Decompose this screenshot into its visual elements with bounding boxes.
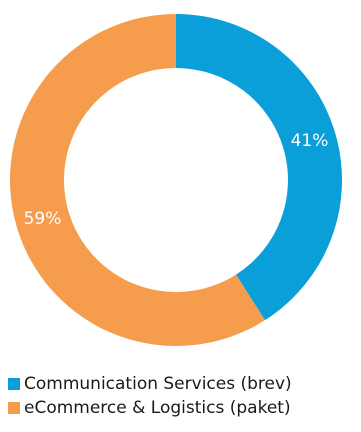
slice-ecommerce-logistics xyxy=(9,14,265,346)
slice-label-ecommerce-logistics: 59% xyxy=(24,209,62,229)
legend-swatch-communication-services xyxy=(8,378,20,390)
donut-chart: 41% 59% xyxy=(9,14,342,346)
legend-item-ecommerce-logistics: eCommerce & Logistics (paket) xyxy=(8,396,292,420)
legend: Communication Services (brev) eCommerce … xyxy=(8,372,292,420)
slice-communication-services xyxy=(176,14,342,321)
legend-label-communication-services: Communication Services (brev) xyxy=(24,374,292,394)
legend-swatch-ecommerce-logistics xyxy=(8,402,20,414)
slice-label-communication-services: 41% xyxy=(291,131,329,151)
legend-label-ecommerce-logistics: eCommerce & Logistics (paket) xyxy=(24,398,291,418)
legend-item-communication-services: Communication Services (brev) xyxy=(8,372,292,396)
